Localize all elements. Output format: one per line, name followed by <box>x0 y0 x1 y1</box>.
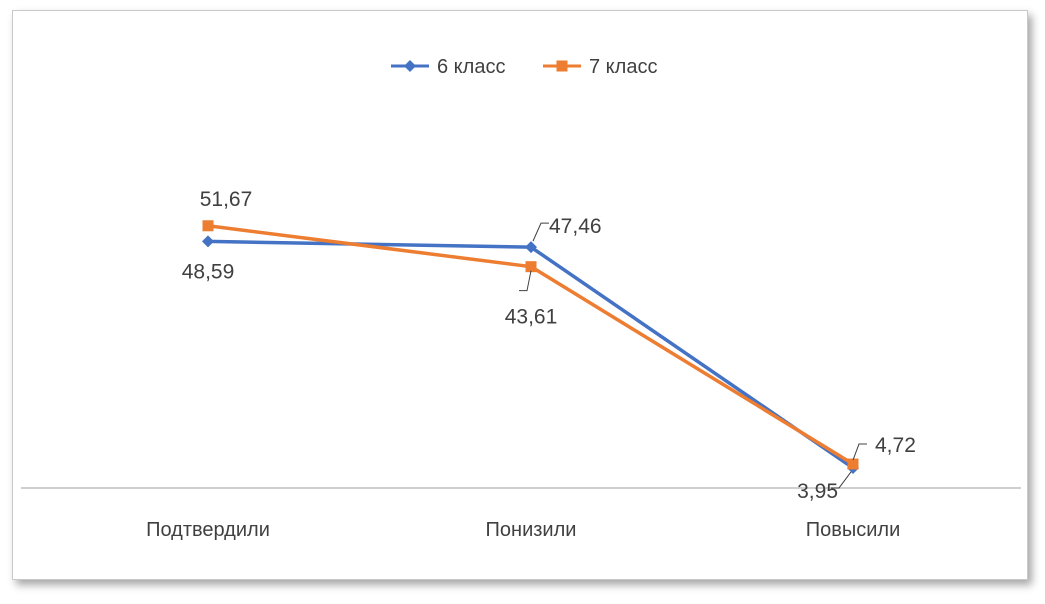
legend-marker <box>404 60 416 72</box>
data-label: 47,46 <box>549 215 602 238</box>
data-point <box>525 261 537 273</box>
data-point <box>202 220 214 232</box>
legend-label: 7 класс <box>589 56 657 78</box>
legend: 6 класс 7 класс <box>391 56 657 78</box>
data-point <box>525 241 537 254</box>
data-label: 4,72 <box>875 434 916 457</box>
data-labels: 48,59 47,46 3,95 51,67 43,61 4,72 <box>182 188 916 503</box>
x-tick-label: Повысили <box>806 519 901 541</box>
legend-marker <box>556 60 568 72</box>
label-leader-line <box>519 270 532 292</box>
label-leader-line <box>532 222 549 242</box>
data-label: 51,67 <box>200 188 253 211</box>
x-tick-label: Подтвердили <box>146 519 270 541</box>
x-axis: Подтвердили Понизили Повысили <box>21 487 1021 541</box>
x-tick-label: Понизили <box>486 519 577 541</box>
data-label: 3,95 <box>797 480 838 503</box>
legend-label: 6 класс <box>437 56 505 78</box>
data-point <box>202 235 214 248</box>
label-leader-line <box>852 443 867 461</box>
data-label: 48,59 <box>182 260 235 283</box>
chart-frame: 6 класс 7 класс Подтвердили Понизили Повыси… <box>12 10 1028 580</box>
data-point <box>847 458 859 470</box>
line-chart: 6 класс 7 класс Подтвердили Понизили Повыси… <box>21 56 1021 541</box>
label-leader-line <box>831 471 852 489</box>
series-layer <box>202 220 859 474</box>
data-label: 43,61 <box>505 306 558 329</box>
